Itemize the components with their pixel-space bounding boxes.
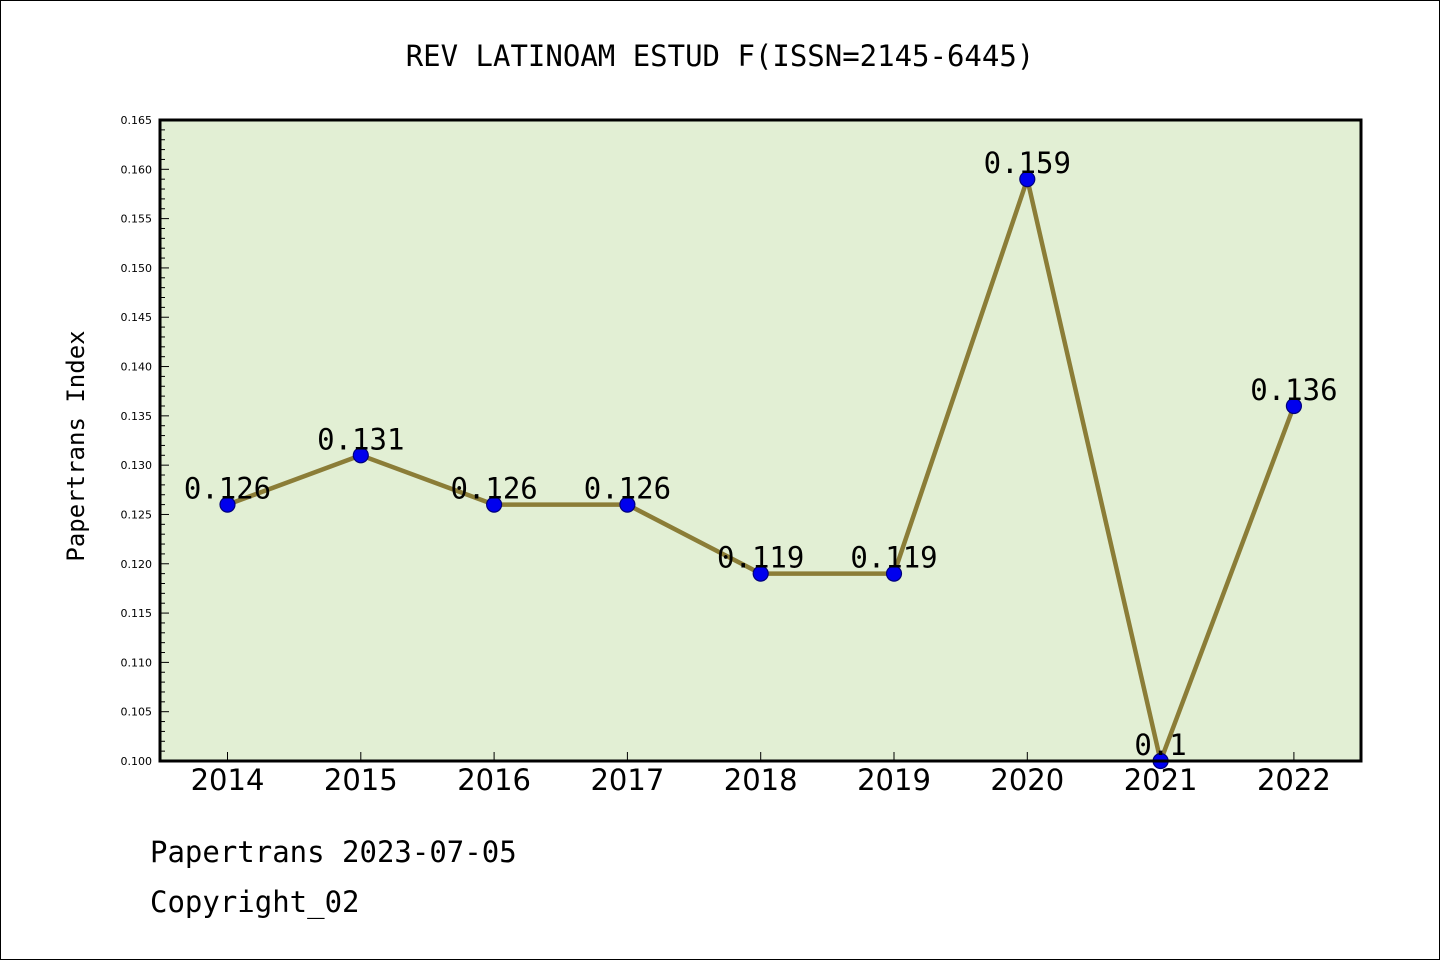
data-value-label: 0.119	[850, 541, 937, 575]
x-tick-label: 2015	[324, 763, 398, 797]
data-value-label: 0.126	[184, 472, 271, 506]
data-point-marker	[219, 496, 236, 513]
y-tick-label: 0.140	[121, 361, 153, 374]
footer-copyright: Copyright_02	[150, 885, 360, 919]
y-tick-label: 0.160	[121, 163, 153, 176]
data-point-marker	[752, 565, 769, 582]
plot-border	[158, 118, 1363, 763]
y-tick-label: 0.100	[121, 755, 153, 768]
x-tick-label: 2019	[857, 763, 931, 797]
y-tick-label: 0.120	[121, 558, 153, 571]
data-value-label: 0.136	[1250, 373, 1337, 407]
plot-area	[160, 120, 1361, 761]
data-point-marker	[352, 447, 369, 464]
data-value-label: 0.126	[450, 472, 537, 506]
y-tick-label: 0.125	[121, 508, 153, 521]
data-value-label: 0.159	[984, 146, 1071, 180]
y-tick-label: 0.145	[121, 311, 153, 324]
data-value-label: 0.119	[717, 541, 804, 575]
x-axis-ticks: 2014 2015 2016 2017 2018 2019 2020 2021 2022	[191, 752, 1331, 797]
data-point-marker	[619, 496, 636, 513]
data-value-label: 0.131	[317, 422, 404, 456]
x-tick-label: 2016	[457, 763, 531, 797]
y-tick-label: 0.110	[121, 656, 153, 669]
data-point-marker	[1019, 171, 1036, 188]
x-tick-label: 2020	[990, 763, 1064, 797]
y-tick-label: 0.130	[121, 459, 153, 472]
x-tick-label: 2014	[191, 763, 265, 797]
data-value-label: 0.1	[1134, 728, 1186, 762]
y-tick-label: 0.135	[121, 410, 153, 423]
y-tick-label: 0.105	[121, 706, 153, 719]
data-markers	[219, 171, 1303, 770]
data-labels: 0.126 0.131 0.126 0.126 0.119 0.119 0.159 0.1 0.…	[184, 146, 1338, 762]
footer-date: Papertrans 2023-07-05	[150, 835, 517, 869]
y-tick-label: 0.150	[121, 262, 153, 275]
y-tick-label: 0.115	[121, 607, 153, 620]
y-tick-label: 0.155	[121, 213, 153, 226]
data-value-label: 0.126	[584, 472, 671, 506]
chart-title: REV LATINOAM ESTUD F(ISSN=2145-6445)	[406, 39, 1035, 73]
y-axis-label: Papertrans Index	[62, 330, 90, 561]
data-point-marker	[1285, 397, 1303, 415]
x-tick-label: 2022	[1257, 763, 1331, 797]
data-point-marker	[486, 496, 503, 513]
y-tick-label: 0.165	[121, 114, 153, 127]
x-tick-label: 2018	[724, 763, 798, 797]
x-tick-label: 2017	[590, 763, 664, 797]
data-point-marker	[885, 565, 903, 582]
